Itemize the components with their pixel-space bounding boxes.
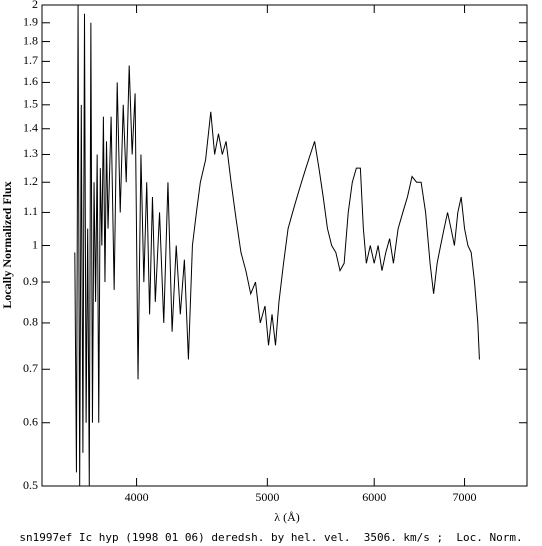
x-tick-label: 4000: [125, 490, 149, 504]
caption: sn1997ef Ic hyp (1998 01 06) deredsh. by…: [19, 531, 522, 544]
y-axis-label: Locally Normalized Flux: [0, 181, 14, 308]
y-tick-label: 1.2: [23, 174, 38, 188]
y-tick-label: 1.5: [23, 97, 38, 111]
x-axis-label: λ (Å): [274, 510, 299, 524]
y-tick-label: 0.6: [23, 414, 38, 428]
x-tick-label: 5000: [255, 490, 279, 504]
y-tick-label: 1.8: [23, 33, 38, 47]
y-tick-label: 1.7: [23, 53, 38, 67]
y-tick-label: 1.1: [23, 204, 38, 218]
y-tick-label: 1.9: [23, 15, 38, 29]
x-tick-label: 7000: [453, 490, 477, 504]
y-tick-label: 1.3: [23, 146, 38, 160]
x-tick-label: 6000: [362, 490, 386, 504]
y-tick-label: 1.6: [23, 74, 38, 88]
y-tick-label: 1: [32, 237, 38, 251]
y-tick-label: 2: [32, 0, 38, 11]
spectrum-line: [74, 4, 480, 487]
y-tick-label: 1.4: [23, 121, 38, 135]
y-tick-label: 0.8: [23, 315, 38, 329]
y-tick-label: 0.9: [23, 274, 38, 288]
y-tick-label: 0.7: [23, 361, 38, 375]
y-tick-label: 0.5: [23, 478, 38, 492]
